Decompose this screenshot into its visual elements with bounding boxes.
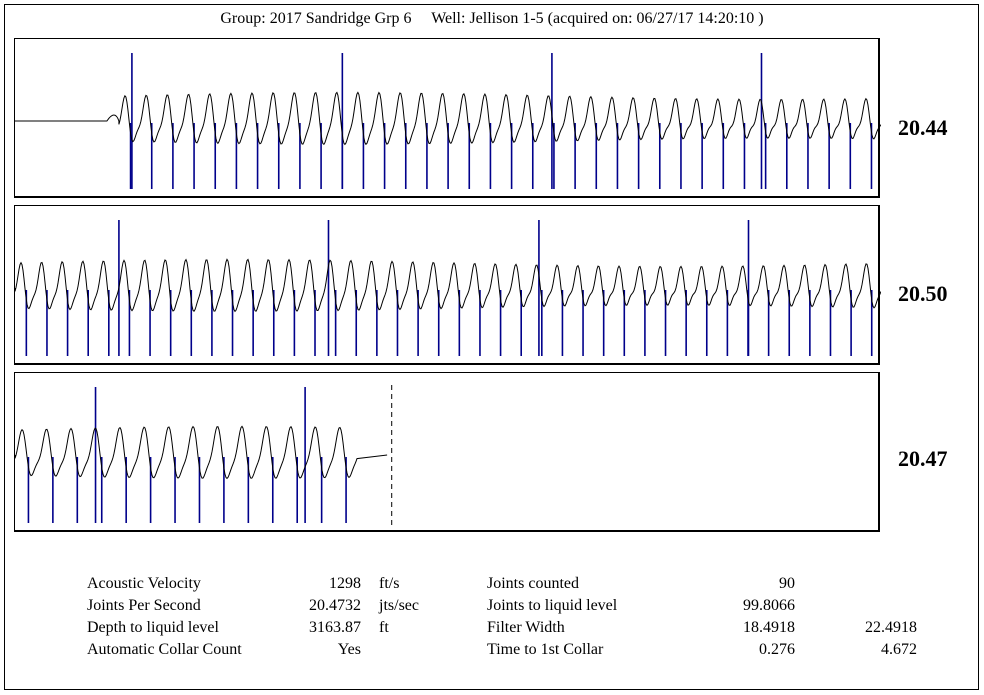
stat-row: Time to 1st Collar 0.276 4.672 <box>487 639 927 661</box>
panel-3-rate: 20.47 <box>898 446 948 471</box>
trace-panel-3-svg <box>15 385 393 529</box>
stat-value: 0.276 <box>759 641 795 658</box>
stat-row: Depth to liquid level 3163.87 ft <box>87 617 467 639</box>
report-header: Group: 2017 Sandridge Grp 6 Well: Jellis… <box>0 10 984 28</box>
stat-value: 18.4918 <box>743 619 795 636</box>
stat-label: Joints counted <box>487 575 579 592</box>
stat-row: Joints counted 90 <box>487 573 927 595</box>
trace-panel-2-svg <box>15 220 881 356</box>
panel-2-rate: 20.50 <box>898 281 948 306</box>
stat-label: Automatic Collar Count <box>87 641 242 658</box>
stat-label: Acoustic Velocity <box>87 575 201 592</box>
stat-value: 99.8066 <box>743 597 795 614</box>
stat-label: Joints to liquid level <box>487 597 618 614</box>
stat-label: Depth to liquid level <box>87 619 219 636</box>
stat-value: 90 <box>779 575 795 592</box>
stat-label: Time to 1st Collar <box>487 641 604 658</box>
stat-row: Filter Width 18.4918 22.4918 <box>487 617 927 639</box>
stat-value: 1298 <box>329 575 361 592</box>
stat-value: Yes <box>337 641 361 658</box>
acoustic-trace <box>15 258 881 313</box>
group-label: Group: 2017 Sandridge Grp 6 <box>220 10 412 27</box>
stat-row: Joints Per Second 20.4732 jts/sec <box>87 595 467 617</box>
stat-row: Acoustic Velocity 1298 ft/s <box>87 573 467 595</box>
stat-label: Joints Per Second <box>87 597 201 614</box>
stat-value: 3163.87 <box>309 619 361 636</box>
stat-unit: ft <box>379 619 389 636</box>
stat-row: Joints to liquid level 99.8066 <box>487 595 927 617</box>
stat-unit: ft/s <box>379 575 400 592</box>
stat-value-2: 4.672 <box>881 641 917 658</box>
trace-panel-1 <box>14 38 881 198</box>
acoustic-trace <box>15 91 881 146</box>
trace-panel-2 <box>14 205 881 365</box>
stats-left: Acoustic Velocity 1298 ft/s Joints Per S… <box>87 573 467 661</box>
stats-right: Joints counted 90 Joints to liquid level… <box>487 573 927 661</box>
stat-unit: jts/sec <box>379 597 419 614</box>
stat-row: Automatic Collar Count Yes <box>87 639 467 661</box>
stat-value-2: 22.4918 <box>865 619 917 636</box>
report-frame <box>4 4 979 690</box>
well-label: Well: Jellison 1-5 (acquired on: 06/27/1… <box>431 10 764 27</box>
stat-value: 20.4732 <box>309 597 361 614</box>
acoustic-trace <box>15 425 388 480</box>
stat-label: Filter Width <box>487 619 565 636</box>
trace-panel-1-svg <box>15 53 881 189</box>
panel-1-rate: 20.44 <box>898 115 948 140</box>
trace-panel-3 <box>14 372 880 532</box>
